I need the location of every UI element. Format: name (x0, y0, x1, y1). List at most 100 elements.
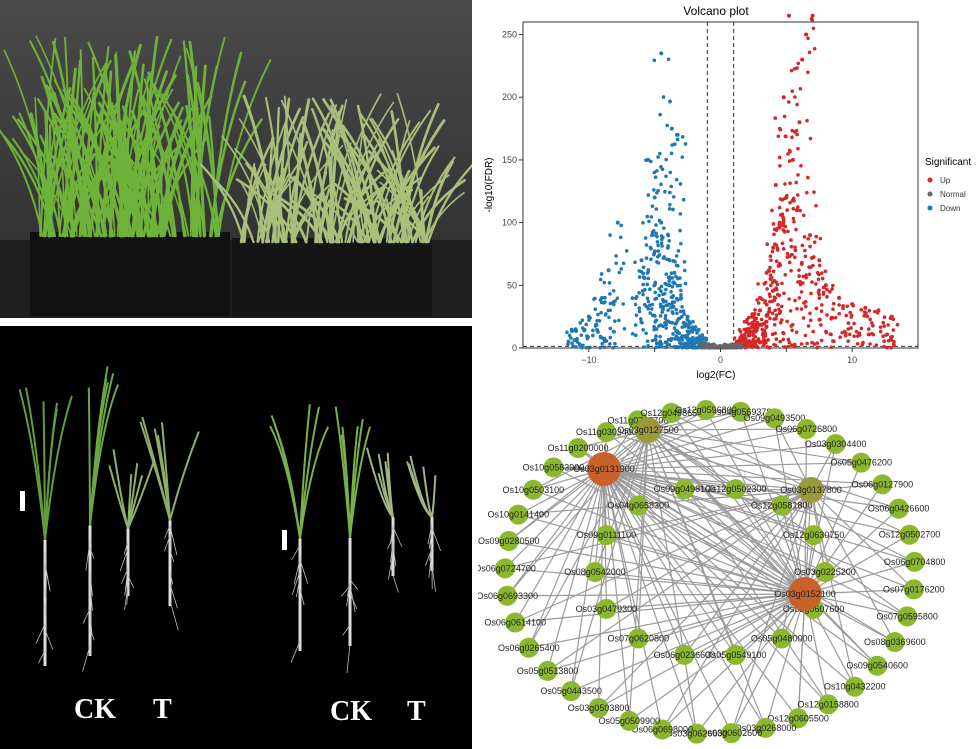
up-point (815, 345, 819, 350)
down-point (598, 277, 603, 282)
up-point (831, 283, 835, 288)
network-edge (603, 468, 896, 643)
up-point (797, 268, 801, 272)
seedling-blade (102, 70, 113, 238)
up-point (783, 224, 788, 229)
down-point (650, 302, 655, 307)
down-point (670, 310, 675, 314)
up-point (811, 26, 816, 31)
up-point (761, 335, 766, 340)
seedling-blade (58, 100, 91, 237)
up-point (799, 290, 804, 294)
down-point (678, 182, 683, 186)
up-point (773, 183, 778, 187)
up-point (794, 330, 799, 334)
seedling-blade (283, 145, 344, 243)
network-edge (594, 429, 649, 573)
up-point (790, 157, 795, 162)
up-point (774, 316, 778, 321)
down-point (637, 275, 642, 279)
down-point (642, 302, 647, 307)
network-edge (628, 593, 806, 722)
network-edge (773, 417, 812, 491)
down-point (666, 337, 671, 342)
down-point (663, 313, 668, 318)
down-point (676, 249, 681, 253)
up-point (805, 341, 809, 346)
up-point (847, 332, 852, 337)
up-point (814, 234, 819, 239)
down-point (679, 297, 683, 301)
gene-node-label: Os12g0502300 (705, 484, 767, 494)
seedling-blade (362, 176, 423, 244)
down-point (640, 320, 644, 325)
plant-rootlet (424, 548, 433, 566)
down-point (652, 283, 656, 288)
network-edge (533, 489, 806, 595)
network-edge (606, 534, 806, 595)
up-point (807, 265, 811, 269)
down-point (678, 283, 682, 288)
down-point (680, 305, 684, 309)
up-point (788, 150, 792, 154)
network-edge (735, 488, 806, 595)
up-point (796, 205, 800, 209)
gene-node (771, 628, 792, 649)
gene-node-label: Os06g0236600 (654, 650, 716, 660)
gene-node-label: Os03g0626600 (666, 729, 728, 739)
legend-title: Significant (925, 157, 971, 168)
down-point (646, 193, 651, 197)
down-point (667, 239, 672, 243)
seedling-blade (39, 37, 57, 237)
up-point (837, 311, 842, 316)
down-point (585, 336, 590, 341)
label-t-left: T (153, 694, 172, 725)
up-point (761, 343, 766, 348)
up-point (749, 314, 754, 319)
up-point (743, 342, 748, 346)
gene-node (561, 681, 582, 702)
down-point (574, 329, 579, 333)
up-point (829, 315, 834, 320)
network-edge (603, 428, 807, 470)
gene-node-label: Os03g0479300 (576, 604, 638, 614)
up-point (796, 146, 800, 151)
up-point (837, 295, 841, 300)
network-edge (683, 489, 812, 656)
seedling-blade (369, 118, 414, 243)
up-point (771, 269, 776, 274)
up-point (792, 199, 796, 203)
gene-node-label: Os05g0476200 (830, 458, 892, 468)
seedling-pots-image (0, 0, 472, 318)
gene-node-label: Os12g0596800 (675, 405, 737, 415)
up-point (886, 323, 890, 327)
up-point (785, 208, 789, 212)
gene-node (815, 562, 835, 582)
plant-leaf (141, 416, 171, 521)
down-point (659, 289, 663, 294)
down-point (650, 338, 655, 343)
up-point (831, 301, 836, 306)
down-point (683, 142, 688, 146)
y-tick-label: 250 (502, 30, 517, 40)
down-point (611, 329, 616, 334)
down-point (664, 174, 668, 179)
up-point (764, 325, 768, 330)
up-point (739, 333, 744, 338)
down-point (652, 327, 656, 332)
up-point (777, 155, 782, 160)
seedling-blade (424, 160, 454, 244)
up-point (789, 244, 794, 249)
seedling-blade (326, 99, 348, 243)
gene-node (661, 402, 682, 423)
gene-network: Os04g0569378 Os09g0493500 Os06g0726800 Os03… (478, 392, 978, 749)
legend: Up Normal Down (927, 176, 966, 213)
down-point (584, 345, 589, 350)
down-point (565, 330, 569, 335)
up-point (811, 329, 815, 334)
seedling-blade (118, 71, 153, 237)
seedling-blade (87, 124, 114, 238)
down-point (684, 335, 688, 340)
down-point (656, 249, 660, 253)
up-point (812, 342, 817, 346)
